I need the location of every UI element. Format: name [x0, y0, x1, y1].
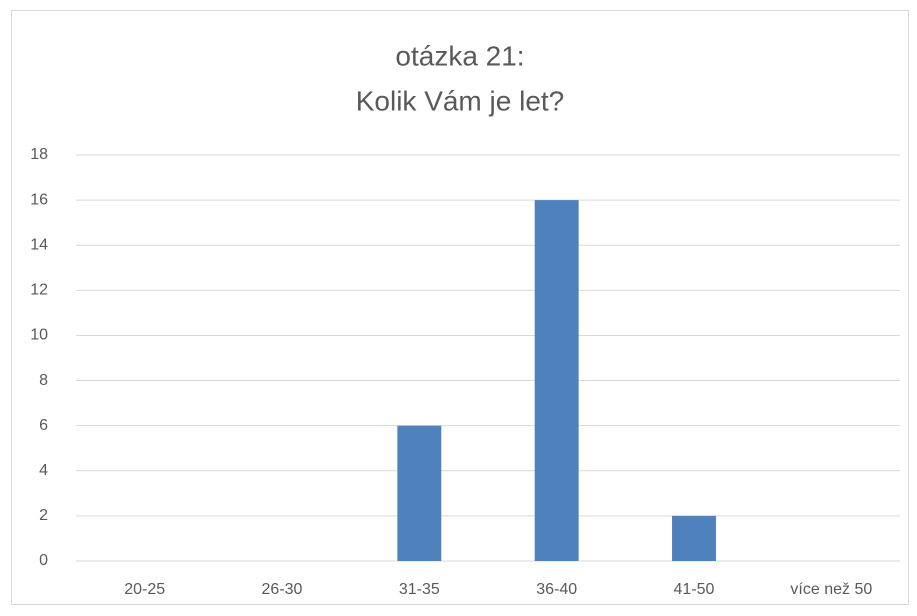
bar: [397, 425, 442, 561]
bar: [672, 515, 716, 561]
x-tick-label: 36-40: [536, 581, 577, 598]
y-tick-label: 16: [30, 191, 48, 208]
y-tick-label: 4: [39, 462, 48, 479]
y-tick-label: 14: [30, 236, 48, 253]
y-tick-label: 10: [30, 327, 48, 344]
y-tick-label: 6: [39, 417, 48, 434]
y-tick-label: 0: [39, 552, 48, 569]
bar: [534, 200, 579, 561]
chart-title: otázka 21:: [395, 40, 524, 71]
y-tick-label: 8: [39, 372, 48, 389]
x-tick-label: 41-50: [674, 581, 715, 598]
x-tick-label: 20-25: [124, 581, 165, 598]
chart-title: Kolik Vám je let?: [356, 85, 565, 116]
x-tick-label: 31-35: [399, 581, 440, 598]
x-tick-label: více než 50: [790, 581, 872, 598]
chart-border: [11, 10, 909, 605]
x-tick-label: 26-30: [262, 581, 303, 598]
y-tick-label: 2: [39, 507, 48, 524]
y-tick-label: 18: [30, 146, 48, 163]
y-tick-label: 12: [30, 282, 48, 299]
